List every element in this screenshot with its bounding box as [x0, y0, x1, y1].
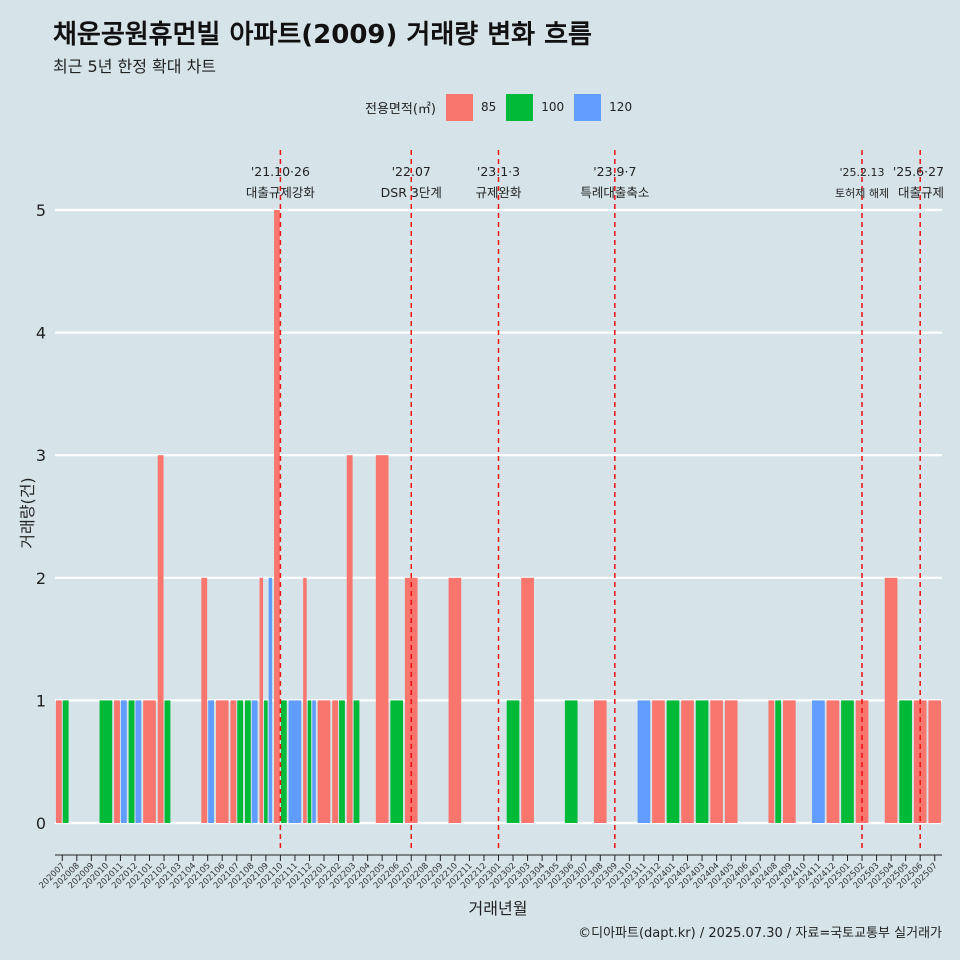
- bar-85-202405: [724, 700, 738, 823]
- legend-title: 전용면적(㎡): [365, 101, 436, 117]
- legend-label-120: 120: [609, 100, 633, 114]
- event-text-label: 대출규제강화: [246, 185, 316, 200]
- bar-100-202109: [264, 700, 268, 823]
- bar-100-202007: [62, 700, 69, 823]
- bar-85-202007: [55, 700, 62, 823]
- y-tick-label: 2: [36, 569, 46, 588]
- bar-120-202111: [288, 700, 302, 823]
- bar-100-202102: [164, 700, 171, 823]
- legend-item-120: 120: [574, 93, 633, 121]
- grid-lines: [55, 208, 942, 825]
- bar-85-202412: [826, 700, 840, 823]
- bar-120-202012: [135, 700, 142, 823]
- bar-85-202502: [855, 700, 869, 823]
- bar-85-202408: [768, 700, 775, 823]
- event-lines: '21.10·26 대출규제강화 '22.07 DSR 3단계 '23.1·3 규제완화 '…: [246, 150, 944, 852]
- legend-item-85: 85: [445, 93, 497, 121]
- bar-85-202409: [782, 700, 796, 823]
- bar-85-202308: [593, 700, 607, 823]
- event-date-label: '21.10·26: [251, 164, 310, 179]
- bar-100-202302: [506, 700, 520, 823]
- bar-100-202108: [244, 700, 251, 823]
- bar-85-202109: [259, 577, 264, 823]
- bar-100-202112: [307, 700, 312, 823]
- bar-120-202411: [812, 700, 825, 823]
- bar-120-202311: [637, 700, 651, 823]
- bar-100-202408: [775, 700, 782, 823]
- event-date-label: '23.1·3: [477, 164, 520, 179]
- y-tick-label: 1: [36, 691, 46, 710]
- bar-85-202106: [215, 700, 229, 823]
- legend-swatch-85: [445, 93, 473, 121]
- bar-100-202010: [99, 700, 113, 823]
- bar-85-202303: [521, 577, 534, 823]
- bar-100-202110: [280, 700, 287, 823]
- bar-85-202101: [143, 700, 156, 823]
- bar-100-202403: [695, 700, 709, 823]
- legend: 전용면적(㎡) 85 100 120: [365, 93, 642, 121]
- bar-85-202402: [681, 700, 694, 823]
- event-text-label: 특례대출축소: [580, 185, 649, 200]
- bar-85-202105: [201, 577, 208, 823]
- legend-label-100: 100: [541, 100, 565, 114]
- bar-100-202306: [564, 700, 578, 823]
- bar-85-202110: [274, 210, 280, 823]
- bar-100-202505: [899, 700, 912, 823]
- bar-85-202312: [652, 700, 665, 823]
- chart-subtitle: 최근 5년 한정 확대 차트: [53, 57, 217, 76]
- bar-120-202011: [120, 700, 127, 823]
- bar-100-202107: [237, 700, 244, 823]
- bar-100-202202: [339, 700, 345, 823]
- event-date-label: '22.07: [392, 164, 431, 179]
- bar-85-202205: [375, 455, 389, 823]
- bar-85-202107: [230, 700, 237, 823]
- bar-100-202012: [128, 700, 135, 823]
- bar-120-202108: [251, 700, 258, 823]
- bar-120-202109: [268, 577, 273, 823]
- y-tick-label: 4: [36, 324, 46, 343]
- bar-85-202210: [448, 577, 462, 823]
- legend-label-85: 85: [480, 100, 497, 114]
- legend-swatch-100: [506, 93, 534, 121]
- bar-120-202105: [208, 700, 215, 823]
- event-date-label: '25.2.13: [840, 166, 885, 179]
- bar-85-202201: [317, 700, 331, 823]
- bars: [55, 210, 942, 823]
- event-text-label: DSR 3단계: [381, 185, 442, 200]
- x-axis-label: 거래년월: [469, 899, 528, 918]
- y-tick-label: 3: [36, 446, 46, 465]
- bar-100-202203: [353, 700, 360, 823]
- bar-85-202202: [332, 700, 339, 823]
- event-date-label: '25.6·27: [893, 164, 944, 179]
- axes: 0123452020072020082020092020102020112020…: [36, 201, 942, 891]
- y-tick-label: 5: [36, 201, 46, 220]
- bar-100-202401: [666, 700, 680, 823]
- event-date-label: '23.9·7: [593, 164, 636, 179]
- legend-item-100: 100: [506, 93, 565, 121]
- legend-swatch-120: [574, 93, 602, 121]
- bar-85-202203: [346, 455, 353, 823]
- bar-85-202506: [913, 700, 927, 823]
- bar-100-202206: [390, 700, 404, 823]
- bar-120-202112: [312, 700, 316, 823]
- bar-85-202011: [114, 700, 120, 823]
- event-text-label: 토허제 해제: [835, 186, 889, 200]
- bar-85-202507: [928, 700, 942, 823]
- source-caption: ©디아파트(dapt.kr) / 2025.07.30 / 자료=국토교통부 실…: [578, 926, 942, 941]
- event-text-label: 규제완화: [475, 185, 522, 200]
- bar-85-202102: [157, 455, 164, 823]
- bar-85-202112: [303, 577, 307, 823]
- chart-title: 채운공원휴먼빌 아파트(2009) 거래량 변화 흐름: [53, 20, 592, 50]
- bar-85-202504: [884, 577, 898, 823]
- y-axis-label: 거래량(건): [18, 477, 37, 548]
- y-tick-label: 0: [36, 814, 46, 833]
- bar-100-202501: [841, 700, 854, 823]
- bar-85-202404: [710, 700, 723, 823]
- event-text-label: 대출규제: [898, 185, 944, 200]
